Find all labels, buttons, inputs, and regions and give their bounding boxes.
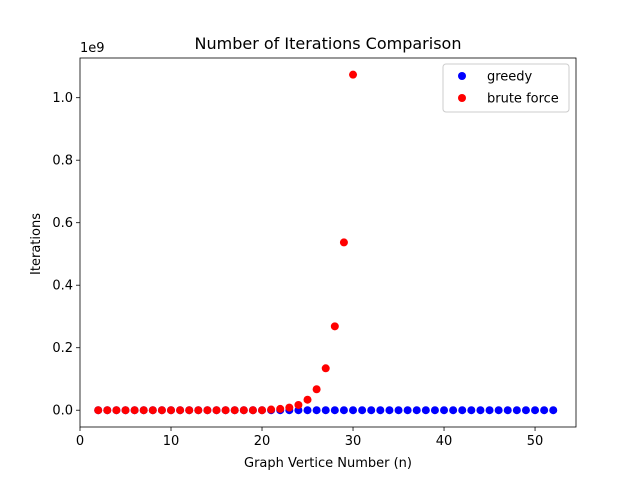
axes-frame: [79, 57, 577, 428]
brute-force-point: [312, 385, 321, 394]
greedy-point: [440, 406, 449, 415]
x-tick-label: 40: [436, 434, 453, 449]
legend: greedy brute force: [442, 63, 570, 113]
greedy-point: [540, 406, 549, 415]
brute-force-point: [139, 406, 148, 415]
brute-force-point: [330, 322, 339, 331]
greedy-point: [349, 406, 358, 415]
greedy-point: [485, 406, 494, 415]
x-tick-label: 20: [254, 434, 271, 449]
brute-force-point: [294, 400, 303, 409]
greedy-point: [358, 406, 367, 415]
x-tick-label: 0: [76, 434, 84, 449]
greedy-point: [467, 406, 476, 415]
legend-label-brute-force: brute force: [487, 92, 559, 107]
greedy-point: [476, 406, 485, 415]
legend-box: [442, 63, 570, 113]
brute-force-point: [267, 405, 276, 414]
y-tick-label: 0.6: [52, 216, 73, 231]
y-tick-label: 0.8: [52, 154, 73, 169]
y-tick-label: 1.0: [52, 91, 73, 106]
greedy-point: [531, 406, 540, 415]
greedy-point: [458, 406, 467, 415]
brute-force-point: [230, 406, 239, 415]
brute-force-point: [94, 406, 103, 415]
legend-label-greedy: greedy: [487, 70, 533, 85]
greedy-point: [449, 406, 458, 415]
brute-force-point: [258, 406, 267, 415]
brute-force-point: [194, 406, 203, 415]
brute-force-point: [112, 406, 121, 415]
greedy-point: [412, 406, 421, 415]
greedy-point: [549, 406, 558, 415]
greedy-point: [421, 406, 430, 415]
greedy-point: [394, 406, 403, 415]
brute-force-point: [276, 404, 285, 413]
greedy-point: [303, 406, 312, 415]
x-axis-title: Graph Vertice Number (n): [244, 456, 412, 471]
brute-force-point: [185, 406, 194, 415]
brute-force-point: [212, 406, 221, 415]
greedy-point: [330, 406, 339, 415]
greedy-point: [339, 406, 348, 415]
y-tick-label: 0.4: [52, 279, 73, 294]
brute-force-point: [339, 238, 348, 247]
brute-force-point: [303, 395, 312, 404]
brute-force-point: [176, 406, 185, 415]
greedy-point: [376, 406, 385, 415]
brute-force-point: [248, 406, 257, 415]
chart-title: Number of Iterations Comparison: [195, 34, 462, 53]
plot-area: 0 10 20 30 40 50 0.0 0.2 0.4 0.6 0.8 1.0: [52, 57, 577, 449]
greedy-point: [494, 406, 503, 415]
brute-force-point: [157, 406, 166, 415]
y-tick-label: 0.0: [52, 404, 73, 419]
brute-force-point: [349, 70, 358, 79]
brute-force-point: [121, 406, 130, 415]
greedy-point: [521, 406, 530, 415]
greedy-point: [512, 406, 521, 415]
brute-force-point: [130, 406, 139, 415]
brute-force-point: [221, 406, 230, 415]
y-offset-label: 1e9: [80, 41, 105, 56]
brute-force-point: [285, 403, 294, 412]
y-axis-title: Iterations: [29, 213, 44, 275]
greedy-point: [321, 406, 330, 415]
x-tick-label: 10: [163, 434, 180, 449]
greedy-point: [503, 406, 512, 415]
greedy-point: [430, 406, 439, 415]
brute-force-point: [148, 406, 157, 415]
brute-force-point: [203, 406, 212, 415]
x-tick-label: 30: [345, 434, 362, 449]
brute-force-point: [103, 406, 112, 415]
greedy-point: [385, 406, 394, 415]
greedy-point: [403, 406, 412, 415]
greedy-point: [312, 406, 321, 415]
y-tick-label: 0.2: [52, 341, 73, 356]
greedy-point: [367, 406, 376, 415]
legend-marker-brute-force: [458, 94, 466, 102]
x-tick-label: 50: [527, 434, 544, 449]
brute-force-point: [167, 406, 176, 415]
brute-force-point: [239, 406, 248, 415]
legend-marker-greedy: [458, 72, 466, 80]
brute-force-point: [321, 364, 330, 373]
